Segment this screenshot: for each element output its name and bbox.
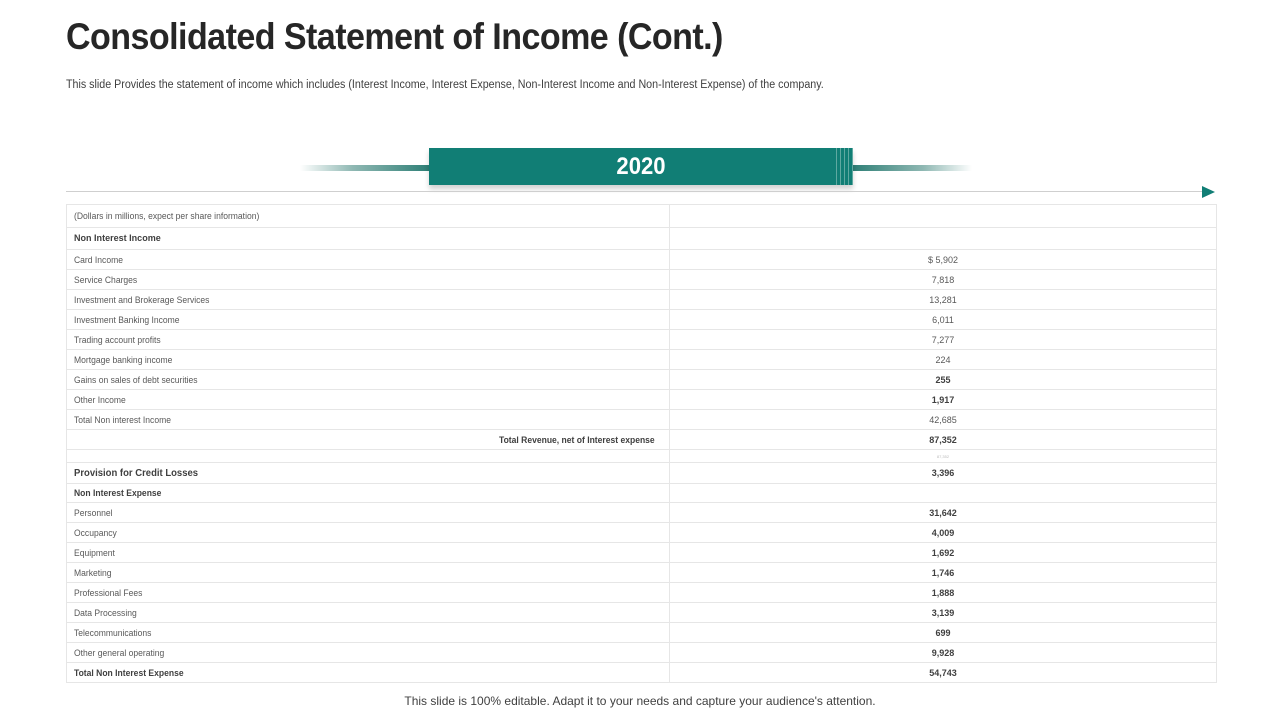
row-value: 6,011 (932, 314, 954, 325)
row-label: Investment Banking Income (74, 314, 180, 325)
row-value: 13,281 (929, 294, 957, 305)
total-expense-row: Total Non Interest Expense 54,743 (67, 663, 1216, 683)
row-label: Mortgage banking income (74, 354, 173, 365)
table-row: Personnel 31,642 (67, 503, 1216, 523)
non-interest-income-heading: Non Interest Income (74, 233, 161, 244)
total-expense-label: Total Non Interest Expense (74, 667, 184, 678)
provision-value: 3,396 (931, 468, 955, 478)
row-value: 7,818 (931, 274, 955, 285)
row-value: 1,917 (931, 394, 955, 405)
row-value: 9,928 (931, 647, 955, 658)
total-revenue-label: Total Revenue, net of Interest expense (499, 434, 655, 445)
row-value: 699 (935, 627, 951, 638)
table-row: Marketing 1,746 (67, 563, 1216, 583)
total-revenue-row: Total Revenue, net of Interest expense 8… (67, 430, 1216, 450)
table-row: Investment and Brokerage Services 13,281 (67, 290, 1216, 310)
total-revenue-value: 87,352 (929, 434, 957, 445)
table-row: Equipment 1,692 (67, 543, 1216, 563)
row-value: 1,888 (931, 587, 955, 598)
table-row: Trading account profits 7,277 (67, 330, 1216, 350)
row-label: Telecommunications (74, 627, 152, 638)
row-label: Marketing (74, 567, 112, 578)
row-label: Occupancy (74, 527, 117, 538)
slide-subtitle: This slide Provides the statement of inc… (66, 79, 824, 91)
row-label: Other Income (74, 394, 126, 405)
row-label: Card Income (74, 254, 123, 265)
row-label: Equipment (74, 547, 115, 558)
row-value: 1,746 (931, 567, 955, 578)
table-header-label: (Dollars in millions, expect per share i… (74, 211, 260, 221)
section-heading-row: Non Interest Expense (67, 484, 1216, 503)
table-row: Investment Banking Income 6,011 (67, 310, 1216, 330)
income-statement-table: (Dollars in millions, expect per share i… (66, 204, 1217, 683)
banner-stripes (833, 148, 853, 185)
table-row: Occupancy 4,009 (67, 523, 1216, 543)
row-label: Professional Fees (74, 587, 143, 598)
tiny-value: 87,352 (936, 453, 950, 459)
non-interest-expense-heading: Non Interest Expense (74, 488, 162, 498)
table-header-row: (Dollars in millions, expect per share i… (67, 205, 1216, 228)
section-heading-row: Non Interest Income (67, 228, 1216, 250)
row-value: 4,009 (931, 527, 955, 538)
row-value: 224 (935, 354, 951, 365)
table-row: Mortgage banking income 224 (67, 350, 1216, 370)
row-label: Service Charges (74, 274, 138, 285)
row-value: 1,692 (931, 547, 955, 558)
table-row: Data Processing 3,139 (67, 603, 1216, 623)
row-value: 7,277 (931, 334, 955, 345)
row-label: Gains on sales of debt securities (74, 374, 198, 385)
banner-left-line (300, 165, 432, 171)
table-row: Professional Fees 1,888 (67, 583, 1216, 603)
row-label: Investment and Brokerage Services (74, 294, 210, 305)
slide-footer: This slide is 100% editable. Adapt it to… (404, 694, 876, 708)
row-label: Data Processing (74, 607, 137, 618)
row-value: 255 (935, 374, 951, 385)
table-row: Other general operating 9,928 (67, 643, 1216, 663)
table-row: Card Income $ 5,902 (67, 250, 1216, 270)
row-value: 42,685 (929, 414, 957, 425)
row-value: 3,139 (931, 607, 955, 618)
banner-right-line (850, 165, 972, 171)
row-value: 31,642 (929, 507, 957, 518)
total-expense-value: 54,743 (929, 667, 957, 678)
slide-title: Consolidated Statement of Income (Cont.) (66, 16, 723, 57)
arrow-right-icon (1202, 186, 1215, 198)
year-banner: 2020 (429, 148, 853, 185)
table-row: Service Charges 7,818 (67, 270, 1216, 290)
provision-label: Provision for Credit Losses (74, 467, 199, 479)
row-label: Personnel (74, 507, 113, 518)
table-row: Telecommunications 699 (67, 623, 1216, 643)
provision-row: Provision for Credit Losses 3,396 (67, 463, 1216, 484)
table-row: Gains on sales of debt securities 255 (67, 370, 1216, 390)
row-label: Other general operating (74, 647, 165, 658)
row-value: $ 5,902 (927, 254, 959, 265)
row-label: Trading account profits (74, 334, 161, 345)
year-label: 2020 (616, 153, 666, 180)
row-label: Total Non interest Income (74, 414, 171, 425)
divider-line (66, 191, 1206, 192)
table-row: Other Income 1,917 (67, 390, 1216, 410)
spacer-row: 87,352 (67, 450, 1216, 463)
table-row: Total Non interest Income 42,685 (67, 410, 1216, 430)
